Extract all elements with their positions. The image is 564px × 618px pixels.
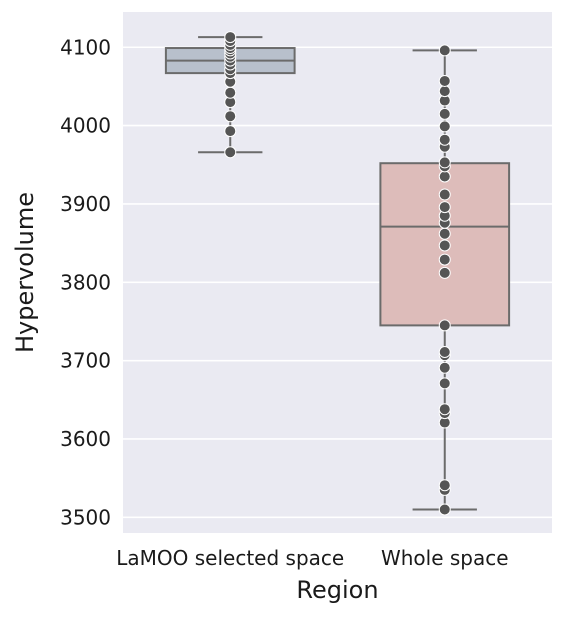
data-point (438, 201, 451, 214)
y-tick-label: 3500 (60, 505, 111, 529)
data-point (224, 31, 237, 44)
data-point (438, 253, 451, 266)
y-axis-label: Hypervolume (11, 192, 39, 353)
data-point (438, 133, 451, 146)
data-point (438, 403, 451, 416)
box-group (164, 31, 296, 159)
data-point (438, 107, 451, 120)
y-tick-labels: 3500 3600 3700 3800 3900 4000 4100 (60, 35, 111, 529)
data-point (438, 377, 451, 390)
data-point (438, 346, 451, 359)
x-tick-label: LaMOO selected space (116, 546, 344, 570)
data-point (224, 125, 237, 138)
data-point (438, 44, 451, 57)
data-point (438, 170, 451, 183)
grid-lines (123, 46, 552, 519)
y-tick-label: 3900 (60, 192, 111, 216)
data-point (224, 110, 237, 123)
data-point (438, 188, 451, 201)
data-point (438, 319, 451, 332)
data-point (438, 479, 451, 492)
y-tick-label: 3700 (60, 349, 111, 373)
data-point (224, 146, 237, 159)
data-point (438, 74, 451, 87)
y-tick-label: 3600 (60, 427, 111, 451)
x-tick-label: Whole space (381, 546, 509, 570)
data-point (438, 120, 451, 133)
y-tick-label: 4000 (60, 114, 111, 138)
box-group (379, 44, 511, 516)
data-point (438, 239, 451, 252)
data-point (438, 156, 451, 169)
y-tick-label: 3800 (60, 270, 111, 294)
data-point (438, 361, 451, 374)
data-point (224, 86, 237, 99)
x-tick-labels: LaMOO selected space Whole space (116, 546, 508, 570)
data-point (438, 503, 451, 516)
data-point (438, 227, 451, 240)
y-tick-label: 4100 (60, 35, 111, 59)
boxes (164, 31, 511, 516)
data-point (438, 85, 451, 98)
x-axis-label: Region (296, 576, 378, 604)
data-point (438, 266, 451, 279)
